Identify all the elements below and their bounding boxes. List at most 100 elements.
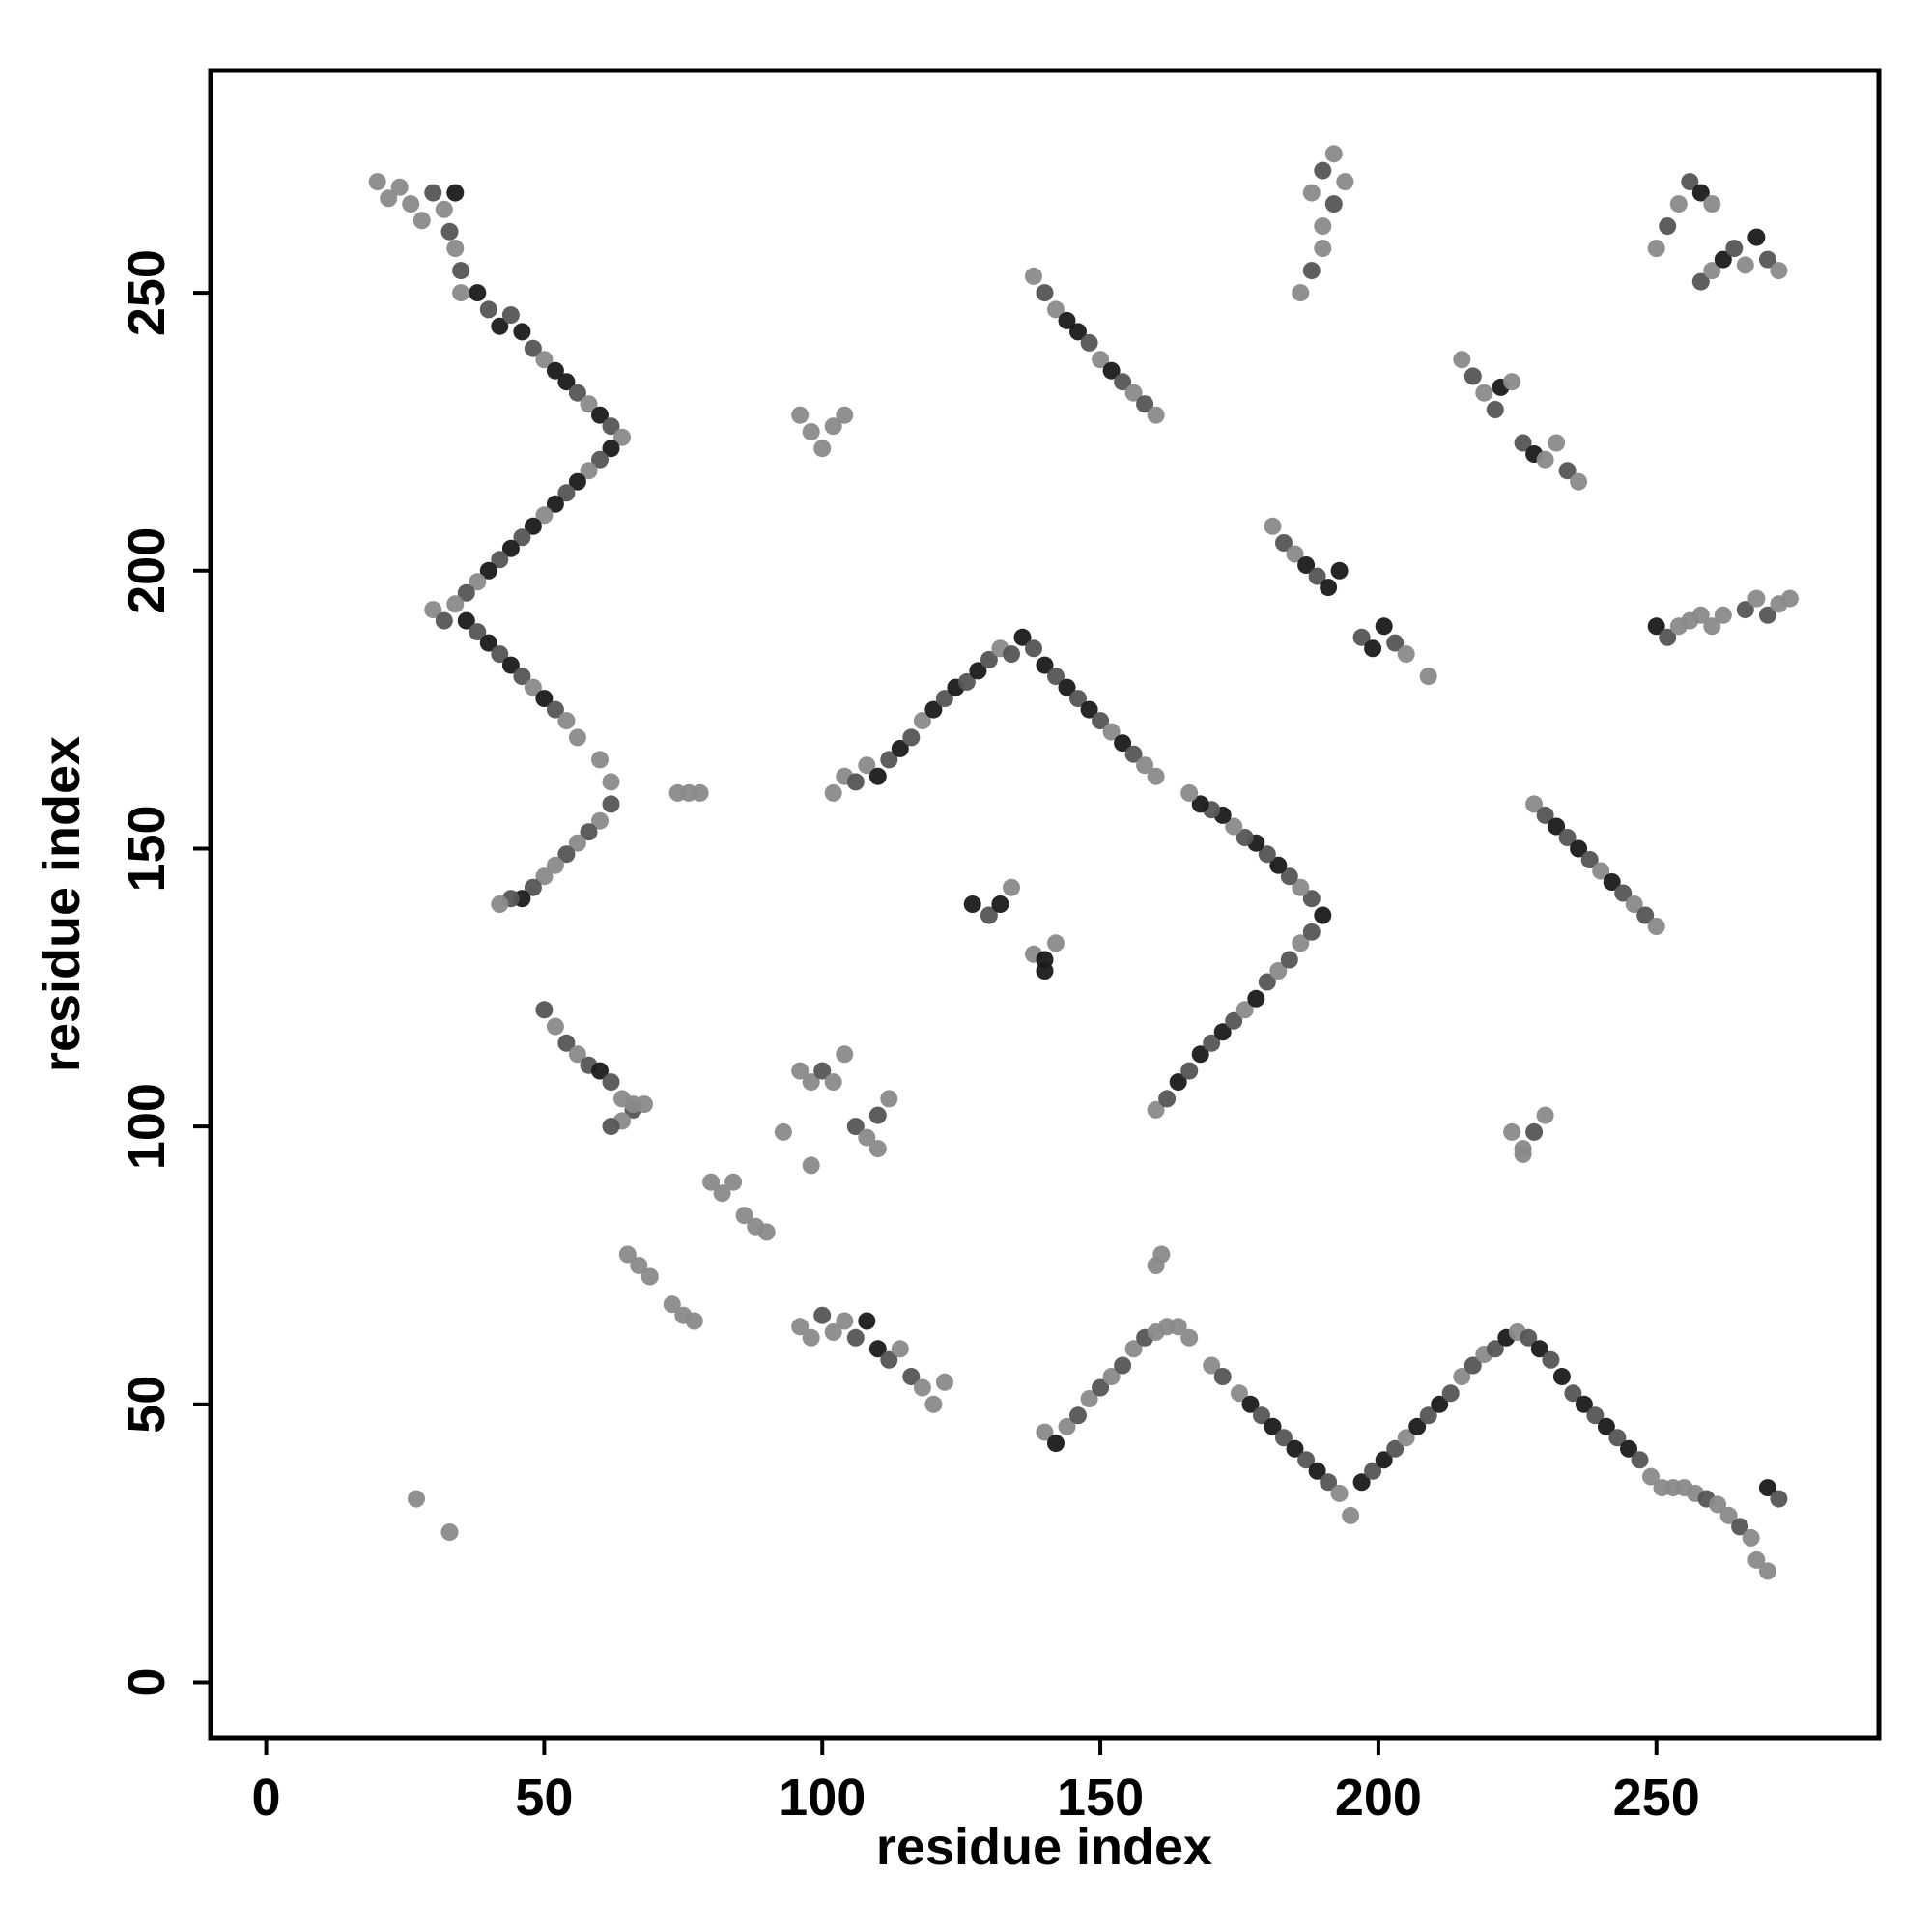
data-point: [1514, 1145, 1532, 1163]
data-point: [535, 506, 554, 525]
data-point: [813, 1306, 832, 1324]
data-point: [513, 528, 531, 547]
x-tick-label: 0: [252, 1769, 281, 1827]
data-point: [991, 895, 1009, 913]
data-point: [836, 406, 854, 424]
data-point: [524, 517, 542, 535]
data-point: [435, 200, 453, 218]
data-point: [568, 728, 586, 747]
data-point: [1069, 1406, 1087, 1425]
data-point: [1247, 989, 1265, 1008]
data-point: [1286, 545, 1304, 563]
data-point: [1314, 217, 1332, 236]
data-point: [513, 323, 531, 341]
data-point: [479, 300, 497, 319]
data-point: [1647, 617, 1665, 636]
data-point: [1092, 1378, 1110, 1397]
data-point: [1625, 895, 1643, 913]
data-point: [1530, 1340, 1548, 1358]
data-point: [1614, 884, 1633, 902]
data-point: [602, 1118, 620, 1136]
data-point: [1241, 1395, 1260, 1413]
data-point: [980, 906, 998, 924]
data-point: [813, 440, 832, 458]
y-axis: 0 50 100 150 200 250: [118, 249, 211, 1696]
data-point: [713, 1184, 731, 1203]
data-point: [802, 1328, 820, 1347]
data-point: [1558, 462, 1577, 480]
data-point: [1441, 1384, 1460, 1403]
data-point: [1114, 373, 1132, 391]
data-point: [1770, 262, 1788, 280]
data-point: [880, 1350, 898, 1369]
data-point: [868, 1140, 887, 1158]
data-point: [1236, 829, 1254, 846]
data-point: [1758, 1562, 1776, 1580]
data-point: [402, 195, 420, 213]
data-point: [568, 834, 586, 852]
data-point: [1124, 745, 1143, 763]
data-point: [1375, 617, 1393, 636]
data-point: [824, 417, 842, 436]
data-point: [858, 756, 876, 775]
data-point: [774, 1122, 792, 1141]
data-point: [591, 751, 609, 769]
data-point: [1714, 606, 1732, 624]
data-point: [1213, 1023, 1232, 1041]
data-point: [1292, 934, 1310, 952]
data-point: [1659, 217, 1677, 236]
data-point: [1536, 450, 1554, 469]
data-point: [390, 178, 409, 196]
data-point: [1747, 589, 1766, 608]
data-point: [491, 551, 509, 569]
data-point: [685, 1312, 703, 1330]
data-point: [1314, 240, 1332, 258]
data-point: [1080, 333, 1098, 352]
data-point: [557, 484, 576, 502]
data-point: [580, 823, 598, 841]
data-point: [1302, 890, 1321, 908]
data-point: [1003, 645, 1020, 664]
data-point: [1025, 639, 1042, 658]
data-point: [524, 339, 542, 357]
data-point: [636, 1095, 653, 1114]
data-point: [546, 700, 564, 719]
x-axis: 0 50 100 150 200 250: [252, 1738, 1700, 1827]
data-point: [1320, 579, 1338, 597]
data-point: [557, 712, 576, 730]
x-tick-label: 150: [1057, 1769, 1144, 1827]
data-point: [1592, 862, 1610, 880]
data-point: [1431, 1395, 1449, 1413]
data-point: [924, 700, 943, 719]
data-point: [1169, 1318, 1187, 1336]
data-point: [1375, 1451, 1393, 1469]
data-point: [568, 472, 586, 491]
data-point: [1758, 606, 1776, 624]
data-point: [1330, 561, 1349, 580]
data-point: [1158, 1090, 1177, 1108]
data-point: [663, 1295, 681, 1314]
data-point: [546, 361, 564, 380]
data-point: [1736, 601, 1754, 619]
data-point: [1264, 1417, 1282, 1435]
data-point: [1102, 723, 1121, 741]
data-point: [813, 1062, 832, 1080]
data-point: [836, 1045, 854, 1064]
data-point: [1520, 1328, 1538, 1347]
y-tick-label: 150: [118, 805, 176, 892]
y-tick-label: 100: [118, 1083, 176, 1170]
data-point: [501, 306, 520, 325]
data-point: [836, 1312, 854, 1330]
data-point: [479, 561, 497, 580]
data-point: [1275, 1429, 1293, 1447]
y-tick-label: 250: [118, 249, 176, 336]
data-point: [1669, 195, 1688, 213]
data-point: [868, 1106, 887, 1124]
data-point: [580, 462, 598, 480]
data-point: [1114, 1356, 1132, 1375]
data-point: [1225, 1011, 1243, 1030]
data-point: [469, 623, 487, 641]
data-point: [1536, 806, 1554, 824]
data-point: [1463, 1356, 1482, 1375]
data-point: [1286, 1439, 1304, 1458]
